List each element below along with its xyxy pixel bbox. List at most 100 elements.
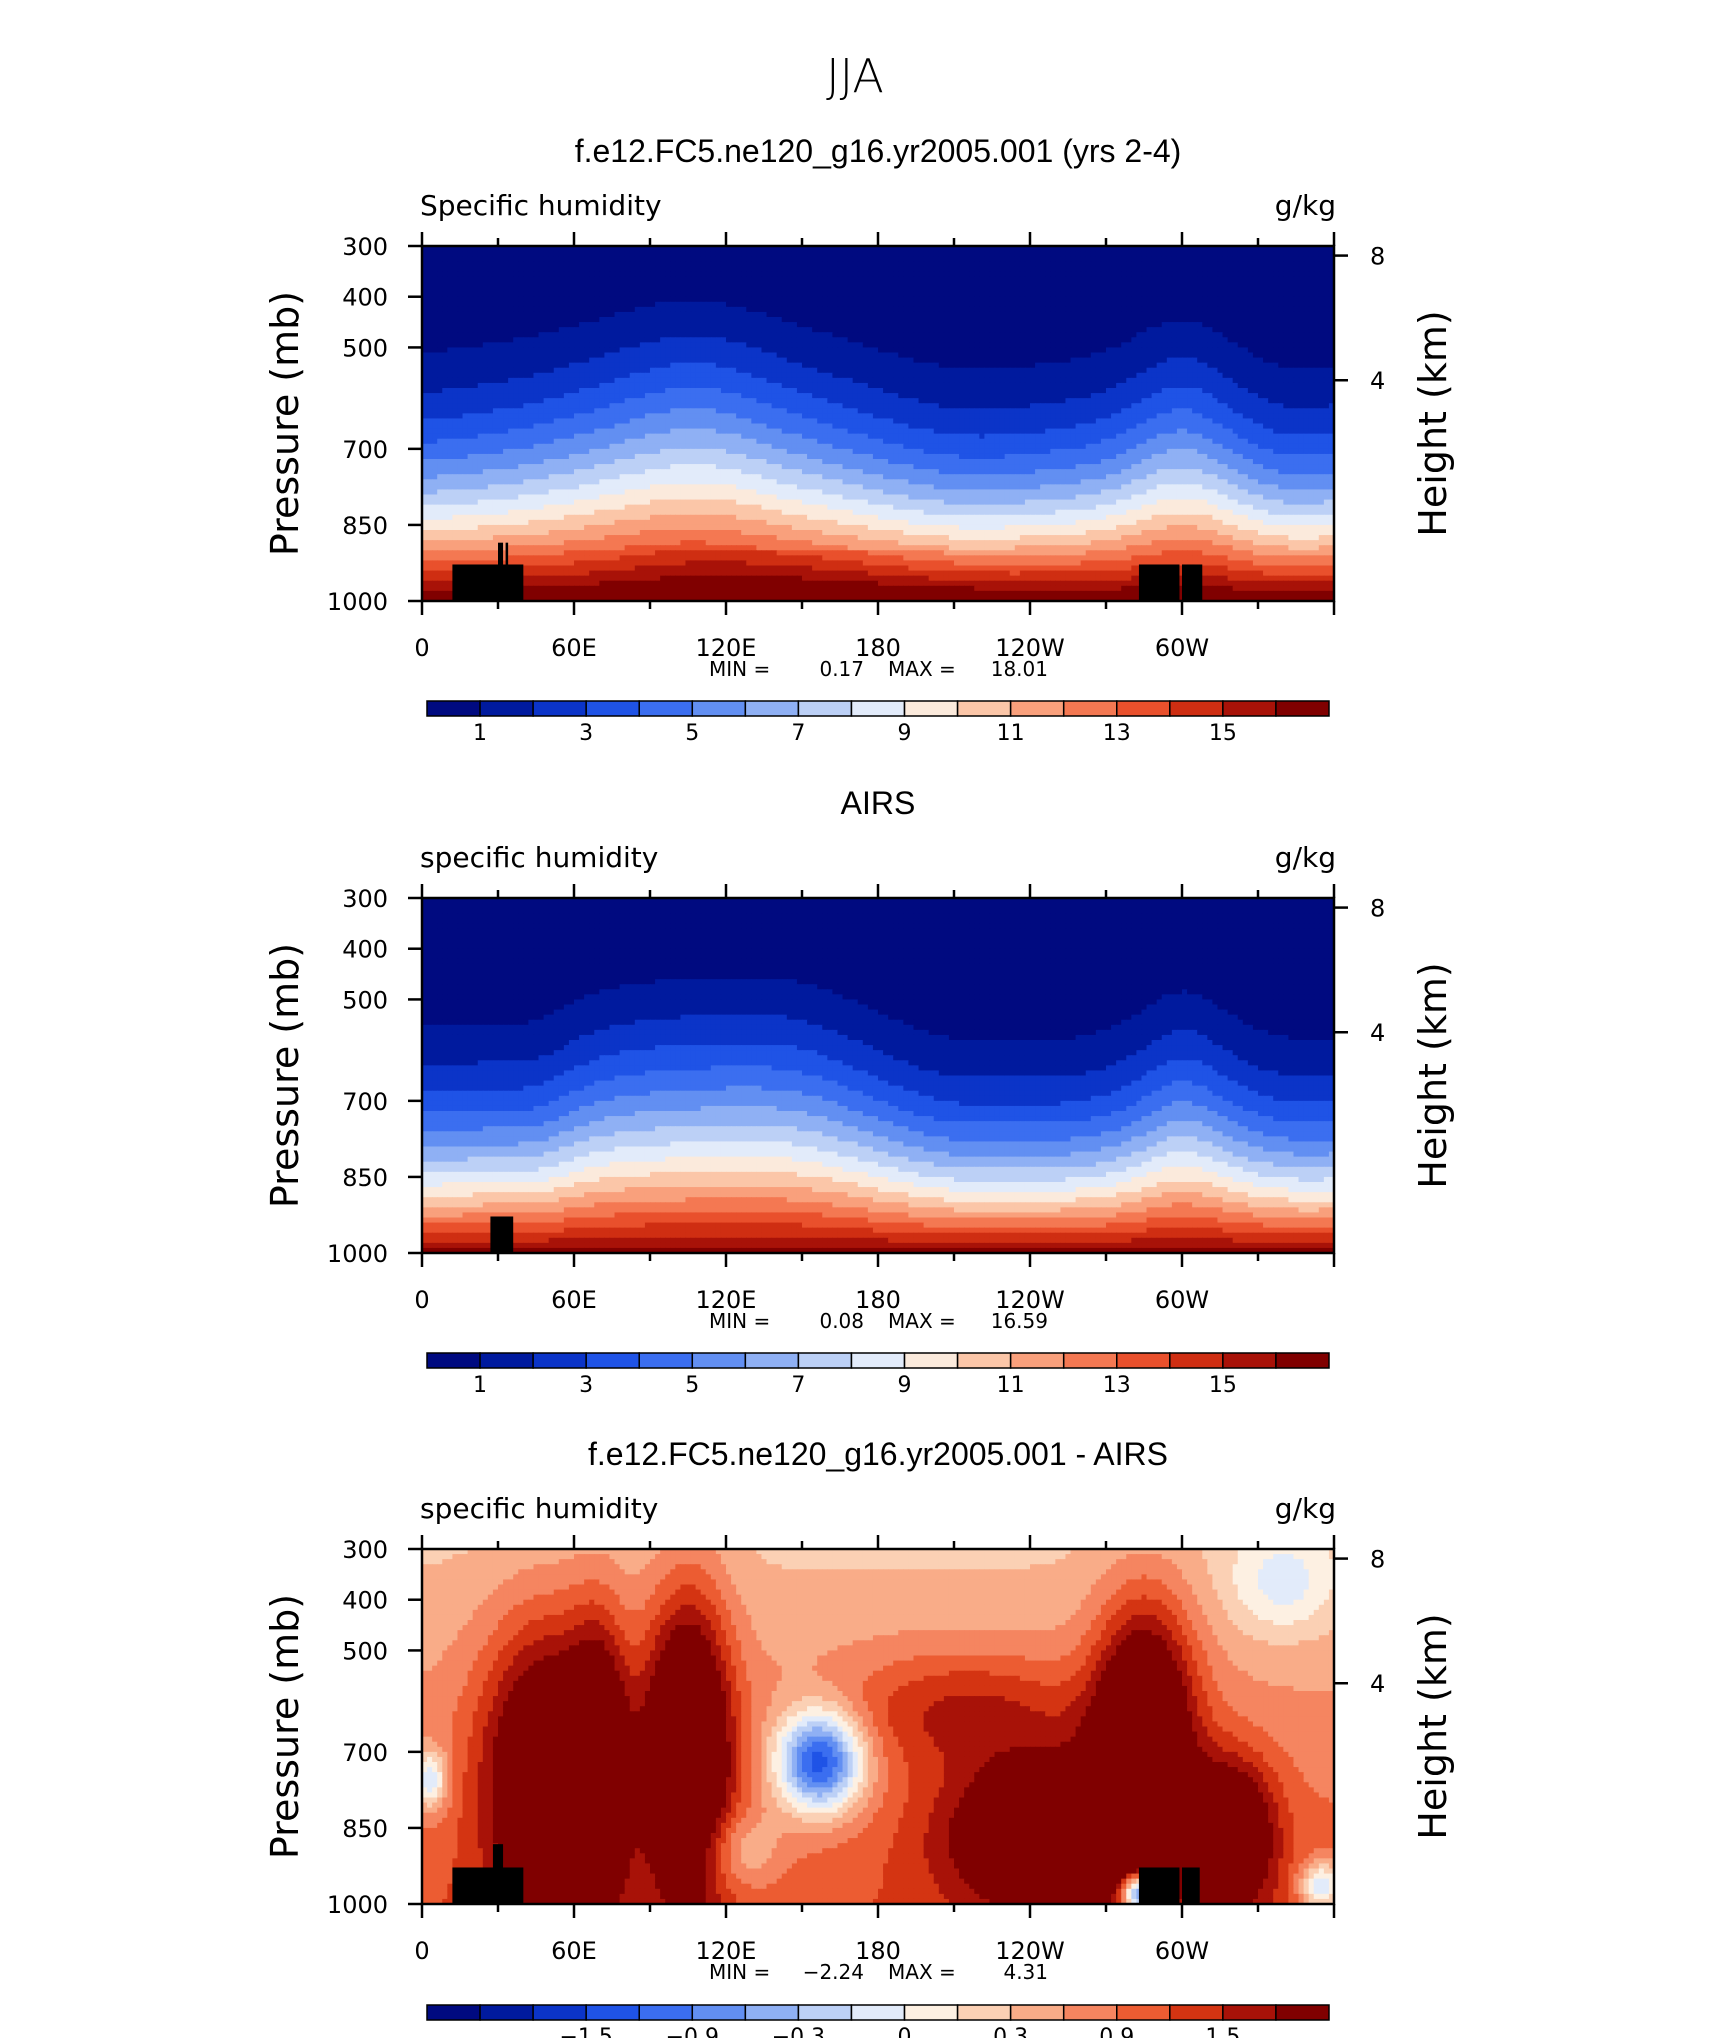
heatmap-cell bbox=[1288, 256, 1294, 262]
heatmap-cell bbox=[655, 256, 661, 262]
heatmap-cell bbox=[1182, 256, 1188, 262]
heatmap-cell bbox=[1182, 251, 1188, 257]
heatmap-cell bbox=[533, 261, 539, 267]
heatmap-cell bbox=[767, 251, 773, 257]
heatmap-cell bbox=[447, 266, 453, 272]
heatmap-cell bbox=[822, 271, 828, 277]
heatmap-cell bbox=[1116, 256, 1122, 262]
heatmap-cell bbox=[1309, 261, 1315, 267]
heatmap-cell bbox=[984, 251, 990, 257]
heatmap-cell bbox=[574, 271, 580, 277]
heatmap-cell bbox=[1278, 261, 1284, 267]
heatmap-cell bbox=[1192, 266, 1198, 272]
heatmap-cell bbox=[908, 256, 914, 262]
heatmap-cell bbox=[898, 266, 904, 272]
heatmap-cell bbox=[559, 256, 565, 262]
heatmap-cell bbox=[832, 261, 838, 267]
heatmap-cell bbox=[442, 256, 448, 262]
heatmap-cell bbox=[1035, 266, 1041, 272]
heatmap-cell bbox=[513, 251, 519, 257]
heatmap-cell bbox=[792, 266, 798, 272]
heatmap-cell bbox=[721, 271, 727, 277]
heatmap-cell bbox=[1167, 261, 1173, 267]
heatmap-cell bbox=[979, 271, 985, 277]
heatmap-cell bbox=[1065, 251, 1071, 257]
heatmap-cell bbox=[528, 261, 534, 267]
heatmap-cell bbox=[848, 266, 854, 272]
heatmap-cell bbox=[959, 256, 965, 262]
heatmap-cell bbox=[1126, 256, 1132, 262]
heatmap-cell bbox=[1071, 261, 1077, 267]
heatmap-cell bbox=[523, 256, 529, 262]
heatmap-cell bbox=[919, 256, 925, 262]
heatmap-cell bbox=[1147, 256, 1153, 262]
heatmap-cell bbox=[594, 256, 600, 262]
heatmap-cell bbox=[787, 266, 793, 272]
heatmap-cell bbox=[1238, 261, 1244, 267]
heatmap-cell bbox=[478, 256, 484, 262]
heatmap-cell bbox=[437, 266, 443, 272]
heatmap-cell bbox=[792, 261, 798, 267]
heatmap-cell bbox=[680, 261, 686, 267]
heatmap-cell bbox=[1055, 271, 1061, 277]
heatmap-cell bbox=[1136, 266, 1142, 272]
heatmap-cell bbox=[1248, 256, 1254, 262]
heatmap-cell bbox=[1116, 266, 1122, 272]
heatmap-cell bbox=[1192, 251, 1198, 257]
heatmap-cell bbox=[1030, 251, 1036, 257]
heatmap-cell bbox=[1147, 261, 1153, 267]
heatmap-cell bbox=[1273, 261, 1279, 267]
heatmap-cell bbox=[696, 261, 702, 267]
heatmap-cell bbox=[924, 256, 930, 262]
heatmap-cell bbox=[437, 271, 443, 277]
heatmap-cell bbox=[640, 271, 646, 277]
heatmap-cell bbox=[878, 251, 884, 257]
heatmap-cell bbox=[1055, 261, 1061, 267]
heatmap-cell bbox=[964, 261, 970, 267]
heatmap-cell bbox=[1025, 251, 1031, 257]
heatmap-cell bbox=[893, 261, 899, 267]
heatmap-cell bbox=[767, 266, 773, 272]
heatmap-cell bbox=[569, 266, 575, 272]
heatmap-cell bbox=[873, 266, 879, 272]
heatmap-cell bbox=[1309, 266, 1315, 272]
heatmap-cell bbox=[731, 251, 737, 257]
heatmap-cell bbox=[427, 256, 433, 262]
heatmap-cell bbox=[528, 256, 534, 262]
heatmap-cell bbox=[655, 261, 661, 267]
heatmap-cell bbox=[452, 261, 458, 267]
heatmap-cell bbox=[741, 251, 747, 257]
heatmap-cell bbox=[1288, 261, 1294, 267]
heatmap-cell bbox=[772, 266, 778, 272]
heatmap-cell bbox=[868, 261, 874, 267]
heatmap-cell bbox=[934, 271, 940, 277]
heatmap-cell bbox=[1263, 266, 1269, 272]
heatmap-cell bbox=[528, 271, 534, 277]
heatmap-cell bbox=[1091, 251, 1097, 257]
heatmap-cell bbox=[559, 261, 565, 267]
heatmap-cell bbox=[878, 271, 884, 277]
heatmap-cell bbox=[954, 256, 960, 262]
heatmap-cell bbox=[751, 266, 757, 272]
heatmap-cell bbox=[827, 261, 833, 267]
heatmap-cell bbox=[863, 256, 869, 262]
heatmap-cell bbox=[630, 261, 636, 267]
heatmap-cell bbox=[660, 271, 666, 277]
heatmap-cell bbox=[589, 261, 595, 267]
heatmap-cell bbox=[1045, 261, 1051, 267]
heatmap-cell bbox=[468, 256, 474, 262]
heatmap-cell bbox=[1212, 256, 1218, 262]
heatmap-cell bbox=[812, 271, 818, 277]
heatmap-cell bbox=[468, 251, 474, 257]
heatmap-cell bbox=[858, 256, 864, 262]
heatmap-cell bbox=[1197, 256, 1203, 262]
heatmap-cell bbox=[685, 256, 691, 262]
heatmap-cell bbox=[1045, 271, 1051, 277]
heatmap-cell bbox=[1212, 251, 1218, 257]
heatmap-cell bbox=[792, 256, 798, 262]
heatmap-cell bbox=[701, 266, 707, 272]
heatmap-cell bbox=[974, 261, 980, 267]
heatmap-cell bbox=[995, 251, 1001, 257]
heatmap-cell bbox=[1081, 271, 1087, 277]
heatmap-cell bbox=[1217, 256, 1223, 262]
